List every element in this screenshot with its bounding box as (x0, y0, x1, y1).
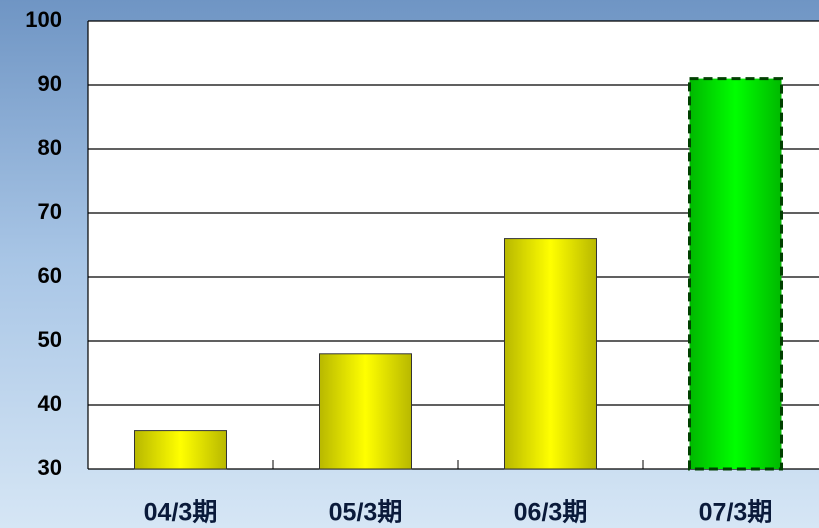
bar (504, 238, 597, 470)
y-tick-label: 70 (38, 199, 62, 224)
x-tick-label: 06/3期 (514, 499, 588, 527)
plot: 30 40 50 60 70 80 90 100 04/3期 05/3期 06/3期 07/3期 (25, 7, 819, 527)
x-tick-label: 07/3期 (699, 499, 773, 527)
y-tick-label: 40 (38, 391, 62, 416)
bar (688, 77, 783, 471)
y-tick-label: 60 (38, 263, 62, 288)
y-tick-label: 30 (38, 455, 62, 480)
x-tick-label: 04/3期 (144, 499, 218, 527)
x-tick-label: 05/3期 (329, 499, 403, 527)
bar (134, 430, 227, 470)
y-tick-label: 50 (38, 327, 62, 352)
y-tick-label: 100 (25, 7, 62, 32)
y-tick-label: 80 (38, 135, 62, 160)
y-tick-label: 90 (38, 71, 62, 96)
bar (319, 353, 412, 470)
